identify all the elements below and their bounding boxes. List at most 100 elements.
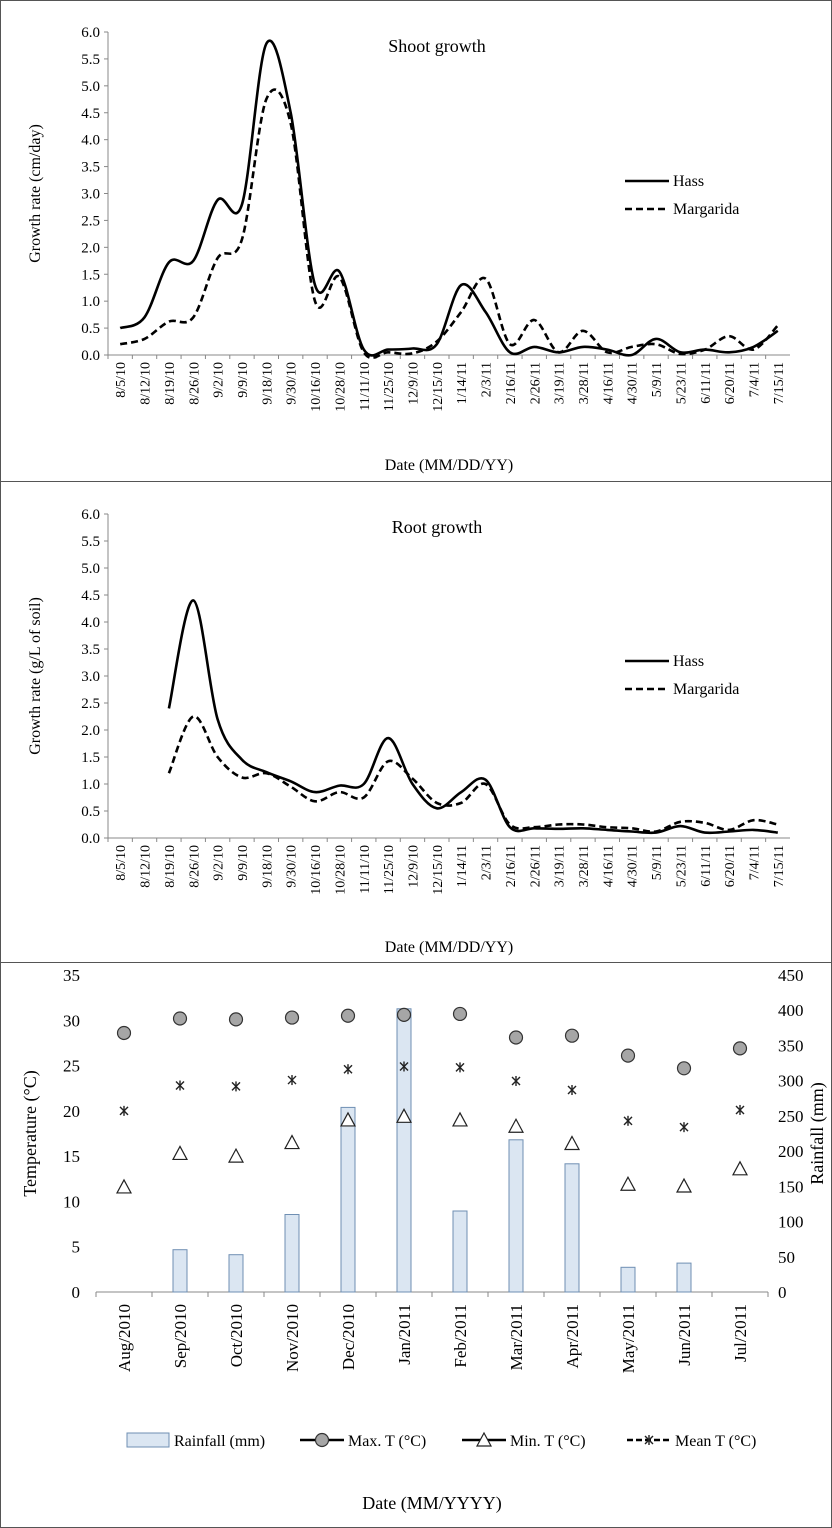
y-tick-label: 5.0	[81, 79, 100, 95]
y-tick-label: 20	[63, 1102, 80, 1121]
y-tick-label: 5.5	[81, 534, 100, 550]
marker-triangle	[283, 1134, 301, 1150]
marker-triangle	[675, 1177, 693, 1193]
x-tick-label: 11/25/10	[382, 845, 397, 894]
legend-swatch-rainfall	[126, 1432, 170, 1448]
x-tick-label: 8/19/10	[163, 845, 178, 888]
marker-star	[399, 1061, 409, 1072]
x-tick-label: 2/16/11	[504, 845, 519, 887]
x-tick-label: 12/9/10	[407, 362, 422, 405]
y-tick-label: 3.0	[81, 187, 100, 203]
y2-tick-label: 50	[778, 1248, 795, 1267]
x-tick-label: 7/15/11	[772, 362, 787, 404]
y-tick-label: 4.0	[81, 133, 100, 149]
x-tick-label: Jun/2011	[675, 1304, 694, 1366]
rainfall-bar	[396, 1008, 412, 1293]
marker-star	[175, 1080, 185, 1091]
legend-marker-circle	[314, 1432, 330, 1448]
y-axis-label: Growth rate (g/L of soil)	[27, 597, 44, 755]
x-tick-label: 7/4/11	[748, 845, 763, 880]
x-tick-label: 7/4/11	[748, 362, 763, 397]
y-tick-label: 2.0	[81, 723, 100, 739]
x-tick-label: 3/19/11	[553, 845, 568, 887]
marker-star	[119, 1105, 129, 1116]
x-axis-label: Date (MM/DD/YY)	[385, 457, 513, 474]
y2-tick-label: 300	[778, 1072, 804, 1091]
y-tick-label: 3.0	[81, 669, 100, 685]
marker-circle	[340, 1008, 356, 1023]
series-line-hass	[119, 39, 779, 357]
y2-tick-label: 0	[778, 1283, 787, 1302]
legend-label-margarida: Margarida	[673, 681, 739, 698]
x-axis-label: Date (MM/DD/YY)	[385, 939, 513, 956]
marker-star	[735, 1104, 745, 1115]
x-tick-label: 8/5/10	[114, 845, 129, 881]
x-tick-label: 2/16/11	[504, 362, 519, 404]
y2-tick-label: 100	[778, 1213, 804, 1232]
x-tick-label: 10/16/10	[309, 845, 324, 895]
x-tick-label: 9/9/10	[236, 362, 251, 398]
rainfall-bar	[284, 1214, 300, 1293]
x-tick-label: Apr/2011	[563, 1304, 582, 1369]
x-tick-label: 1/14/11	[455, 845, 470, 887]
x-tick-label: 3/28/11	[577, 362, 592, 404]
marker-triangle	[563, 1135, 581, 1151]
x-tick-label: Jul/2011	[731, 1304, 750, 1362]
x-tick-label: 5/23/11	[674, 845, 689, 887]
y-tick-label: 1.5	[81, 750, 100, 766]
y-tick-label: 2.5	[81, 696, 100, 712]
x-tick-label: 9/18/10	[260, 845, 275, 888]
x-tick-label: 12/15/10	[431, 362, 446, 412]
x-tick-label: 11/11/10	[358, 362, 373, 411]
rainfall-bar	[508, 1139, 524, 1293]
y-tick-label: 4.0	[81, 615, 100, 631]
rainfall-bar	[676, 1262, 692, 1293]
x-tick-label: 3/28/11	[577, 845, 592, 887]
x-tick-label: 4/16/11	[601, 362, 616, 404]
y2-tick-label: 450	[778, 966, 804, 985]
marker-triangle	[339, 1111, 357, 1127]
y-tick-label: 3.5	[81, 642, 100, 658]
marker-circle	[228, 1012, 244, 1027]
y-tick-label: 5.5	[81, 52, 100, 68]
y-tick-label: 5.0	[81, 561, 100, 577]
y-tick-label: 6.0	[81, 507, 100, 523]
marker-star	[567, 1085, 577, 1096]
y-tick-label: 4.5	[81, 106, 100, 122]
marker-star	[287, 1075, 297, 1086]
marker-circle	[620, 1048, 636, 1063]
marker-circle	[116, 1025, 132, 1041]
chart-title: Root growth	[392, 517, 483, 537]
x-tick-label: 3/19/11	[553, 362, 568, 404]
y-tick-label: 0	[72, 1283, 81, 1302]
x-tick-label: 6/11/11	[699, 362, 714, 404]
marker-triangle	[507, 1117, 525, 1133]
x-tick-label: 5/9/11	[650, 362, 665, 397]
x-tick-label: 10/28/10	[333, 845, 348, 895]
y2-axis-label: Rainfall (mm)	[807, 1082, 828, 1184]
y-tick-label: 4.5	[81, 588, 100, 604]
marker-circle	[564, 1028, 580, 1043]
marker-star	[511, 1075, 521, 1086]
rainfall-bar	[172, 1249, 188, 1293]
x-tick-label: 9/18/10	[260, 362, 275, 405]
rainfall-bar	[340, 1106, 356, 1293]
x-tick-label: Nov/2010	[283, 1304, 302, 1372]
x-tick-label: 2/3/11	[480, 845, 495, 880]
x-tick-label: 5/23/11	[674, 362, 689, 404]
rainfall-bar	[564, 1163, 580, 1293]
y-tick-label: 3.5	[81, 160, 100, 176]
x-tick-label: 2/3/11	[480, 362, 495, 397]
legend-label-rainfall: Rainfall (mm)	[174, 1433, 265, 1450]
marker-triangle	[451, 1111, 469, 1127]
x-tick-label: 9/2/10	[212, 845, 227, 881]
x-tick-label: Oct/2010	[227, 1304, 246, 1367]
marker-circle	[172, 1011, 188, 1026]
x-tick-label: 1/14/11	[455, 362, 470, 404]
x-tick-label: 11/11/10	[358, 845, 373, 894]
legend-label-star: Mean T (°C)	[675, 1433, 756, 1450]
x-tick-label: 7/15/11	[772, 845, 787, 887]
x-tick-label: 9/2/10	[212, 362, 227, 398]
x-tick-label: 5/9/11	[650, 845, 665, 880]
